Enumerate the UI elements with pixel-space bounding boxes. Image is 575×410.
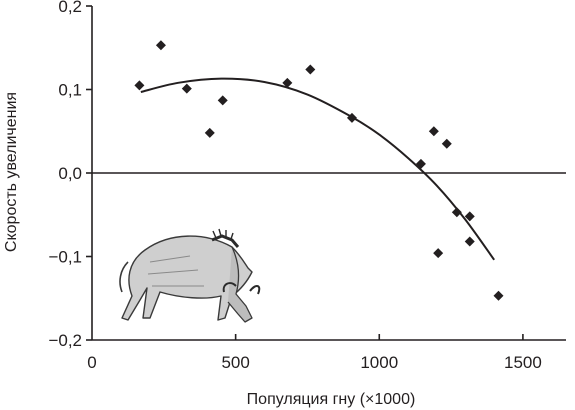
trend-curve bbox=[140, 77, 495, 261]
data-point-marker bbox=[415, 158, 426, 169]
y-tick-label: −0,1 bbox=[48, 248, 82, 267]
data-point-marker bbox=[346, 112, 357, 123]
data-point-marker bbox=[204, 127, 215, 138]
data-point-marker bbox=[181, 83, 192, 94]
tick-labels: 0,2 0,1 0,0 −0,1 −0,2 0 500 1000 1500 bbox=[48, 0, 541, 372]
data-point-marker bbox=[464, 211, 475, 222]
data-point-marker bbox=[493, 290, 504, 301]
data-point-marker bbox=[217, 95, 228, 106]
data-points bbox=[134, 40, 504, 301]
y-tick-label: 0,2 bbox=[58, 0, 82, 16]
x-tick-label: 1500 bbox=[504, 353, 542, 372]
data-point-marker bbox=[433, 248, 444, 259]
x-tick-label: 1000 bbox=[360, 353, 398, 372]
data-point-marker bbox=[155, 40, 166, 51]
y-tick-label: 0,0 bbox=[58, 164, 82, 183]
data-point-marker bbox=[134, 80, 145, 91]
data-point-marker bbox=[428, 126, 439, 137]
x-axis-title: Популяция гну (×1000) bbox=[247, 391, 416, 408]
data-point-marker bbox=[305, 64, 316, 75]
x-tick-label: 0 bbox=[87, 353, 96, 372]
y-axis-title: Скорость увеличения bbox=[3, 92, 20, 252]
y-tick-label: −0,2 bbox=[48, 331, 82, 350]
x-tick-label: 500 bbox=[221, 353, 249, 372]
data-point-marker bbox=[441, 138, 452, 149]
tick-marks bbox=[86, 5, 524, 341]
data-point-marker bbox=[282, 77, 293, 88]
wildebeest-illustration bbox=[119, 228, 261, 323]
data-point-marker bbox=[451, 207, 462, 218]
y-tick-label: 0,1 bbox=[58, 81, 82, 100]
data-point-marker bbox=[464, 236, 475, 247]
